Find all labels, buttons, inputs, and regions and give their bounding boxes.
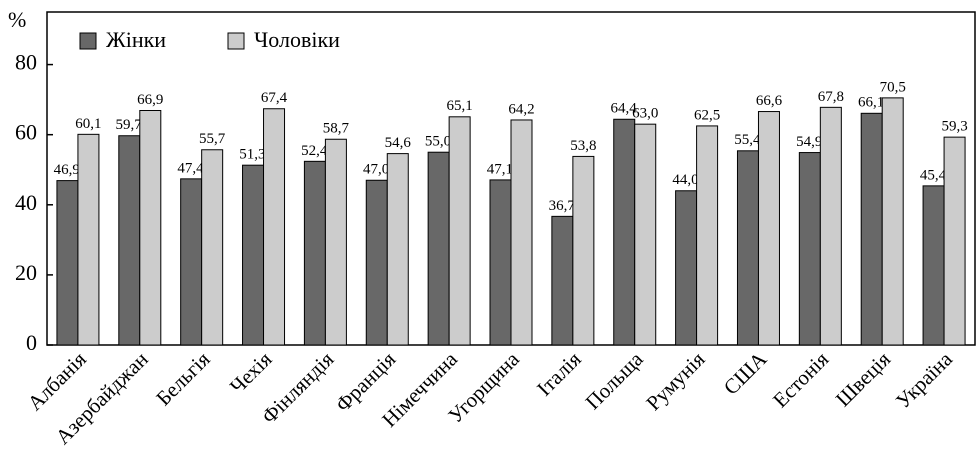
bar [736, 150, 759, 346]
bar [77, 133, 100, 346]
value-label: 47,1 [487, 161, 513, 177]
value-label: 53,8 [570, 138, 596, 154]
bar [386, 153, 409, 346]
value-label: 51,3 [239, 147, 265, 163]
bar [489, 179, 512, 346]
y-tick-label: 60 [15, 120, 37, 145]
value-label: 59,7 [116, 117, 143, 133]
bar [551, 215, 574, 346]
x-tick-label: Бельгія [151, 347, 215, 411]
value-label: 55,4 [734, 132, 761, 148]
y-axis-label: % [8, 7, 26, 32]
bar [56, 180, 79, 346]
value-label: 47,0 [363, 162, 389, 178]
value-label: 66,9 [137, 92, 163, 108]
value-label: 54,9 [796, 134, 822, 150]
value-label: 60,1 [75, 116, 101, 132]
bar [180, 178, 203, 346]
value-label: 36,7 [549, 198, 576, 214]
y-tick-label: 20 [15, 260, 37, 285]
x-tick-label: США [719, 346, 772, 399]
value-label: 70,5 [880, 79, 906, 95]
y-tick-label: 40 [15, 190, 37, 215]
value-label: 65,1 [447, 98, 473, 114]
bar [324, 138, 347, 346]
value-label: 58,7 [323, 121, 350, 137]
value-label: 55,7 [199, 131, 226, 147]
value-label: 52,4 [301, 143, 328, 159]
legend-swatch [227, 32, 245, 50]
value-label: 59,3 [941, 119, 967, 135]
bar [263, 108, 286, 346]
bar [757, 111, 780, 346]
value-label: 63,0 [632, 106, 658, 122]
bar [860, 112, 883, 346]
bar [675, 190, 698, 346]
bar [242, 164, 265, 346]
x-tick-label: Польща [581, 346, 649, 414]
bar [118, 135, 141, 346]
x-tick-label: Чехія [225, 347, 277, 399]
bar [634, 123, 657, 346]
value-label: 44,0 [672, 172, 698, 188]
y-tick-label: 0 [26, 330, 37, 355]
x-tick-label: Україна [891, 346, 958, 413]
x-tick-label: Італія [532, 347, 586, 401]
value-label: 55,0 [425, 134, 451, 150]
value-label: 54,6 [385, 135, 412, 151]
value-label: 47,4 [177, 160, 204, 176]
bar [139, 109, 162, 346]
bar [510, 119, 533, 346]
legend-label: Чоловіки [254, 27, 340, 52]
bar [881, 97, 904, 346]
value-label: 66,6 [756, 93, 783, 109]
value-label: 64,4 [610, 101, 637, 117]
bar [696, 125, 719, 346]
bar [819, 106, 842, 346]
bar [943, 136, 966, 346]
bar [201, 149, 224, 346]
value-label: 67,8 [818, 89, 844, 105]
value-label: 67,4 [261, 90, 288, 106]
value-label: 66,1 [858, 95, 884, 111]
x-tick-label: Румунія [641, 347, 709, 415]
value-label: 64,2 [508, 101, 534, 117]
bar [448, 116, 471, 346]
x-tick-label: Естонія [768, 347, 833, 412]
value-label: 46,9 [54, 162, 80, 178]
bar [922, 185, 945, 346]
x-tick-label: Швеція [831, 347, 896, 412]
bar [798, 152, 821, 346]
bar [613, 118, 636, 346]
bar [303, 160, 326, 346]
legend-swatch [79, 32, 97, 50]
y-tick-label: 80 [15, 50, 37, 75]
value-label: 62,5 [694, 107, 720, 123]
value-label: 45,4 [920, 167, 947, 183]
bar [572, 155, 595, 346]
legend-label: Жінки [106, 27, 166, 52]
bar [427, 151, 450, 346]
bar [365, 179, 388, 346]
